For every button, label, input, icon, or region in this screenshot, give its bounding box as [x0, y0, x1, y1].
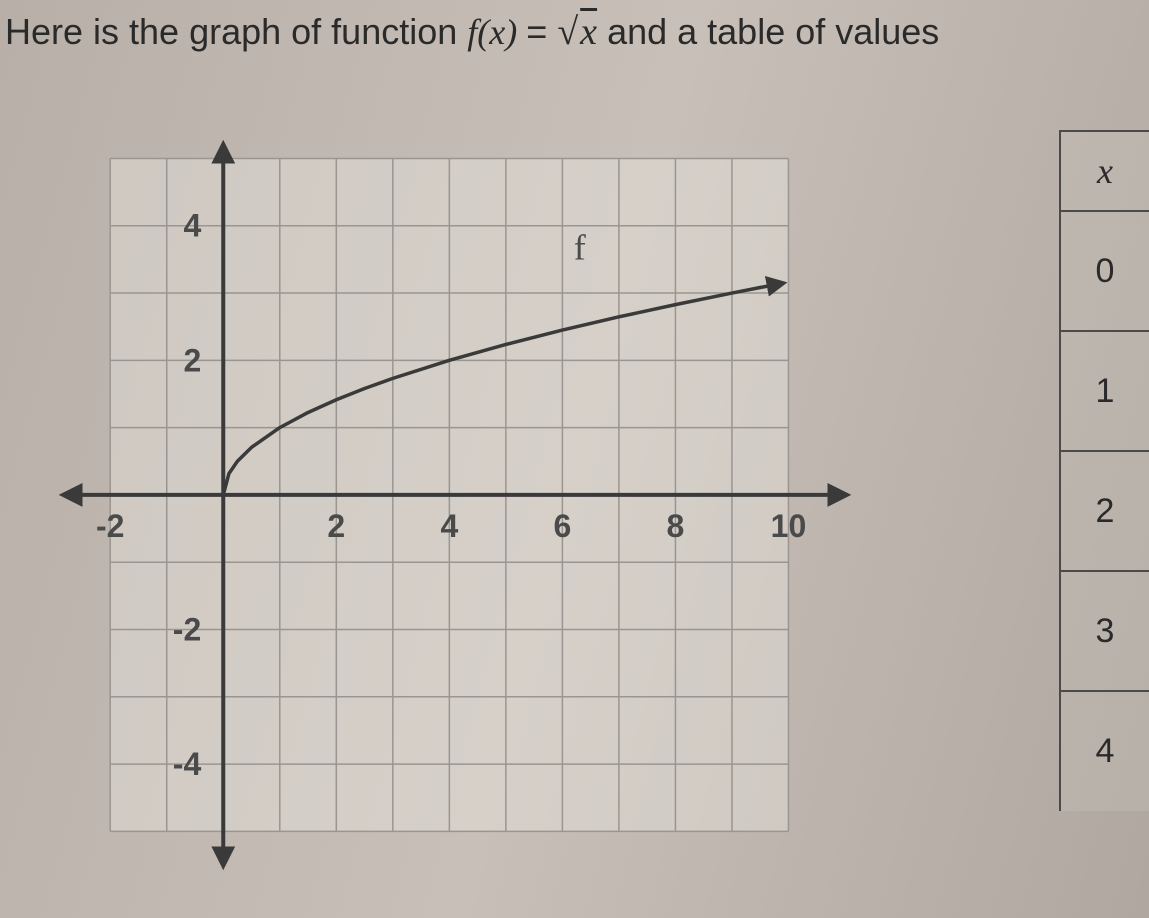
svg-text:6: 6 [553, 508, 571, 544]
function-notation: f(x) [467, 12, 526, 52]
svg-text:-4: -4 [173, 746, 202, 782]
table-row: 4 [1060, 691, 1149, 811]
title-suffix: and a table of values [607, 11, 939, 52]
values-table-container: x 01234 [1059, 130, 1149, 811]
table-cell: 4 [1060, 691, 1149, 811]
svg-text:4: 4 [183, 208, 201, 244]
values-table: x 01234 [1059, 130, 1149, 811]
sqrt-expression: √x [557, 11, 597, 53]
title-prefix: Here is the graph of function [5, 11, 467, 52]
svg-text:4: 4 [440, 508, 458, 544]
table-cell: 1 [1060, 331, 1149, 451]
sqrt-graph: -2 2 4 6 8 10 -4 -2 2 4 f [10, 130, 880, 890]
problem-statement: Here is the graph of function f(x) = √x … [5, 10, 939, 54]
table-row: 2 [1060, 451, 1149, 571]
table-row: 3 [1060, 571, 1149, 691]
table-header-x: x [1060, 131, 1149, 211]
equals-sign: = [526, 11, 557, 52]
svg-text:-2: -2 [96, 508, 124, 544]
table-cell: 2 [1060, 451, 1149, 571]
svg-text:f: f [574, 227, 586, 267]
table-cell: 0 [1060, 211, 1149, 331]
svg-text:8: 8 [667, 508, 685, 544]
table-cell: 3 [1060, 571, 1149, 691]
svg-text:-2: -2 [173, 611, 201, 647]
table-row: 1 [1060, 331, 1149, 451]
table-header-row: x [1060, 131, 1149, 211]
svg-text:10: 10 [771, 508, 807, 544]
table-row: 0 [1060, 211, 1149, 331]
svg-text:2: 2 [183, 342, 201, 378]
svg-text:2: 2 [327, 508, 345, 544]
